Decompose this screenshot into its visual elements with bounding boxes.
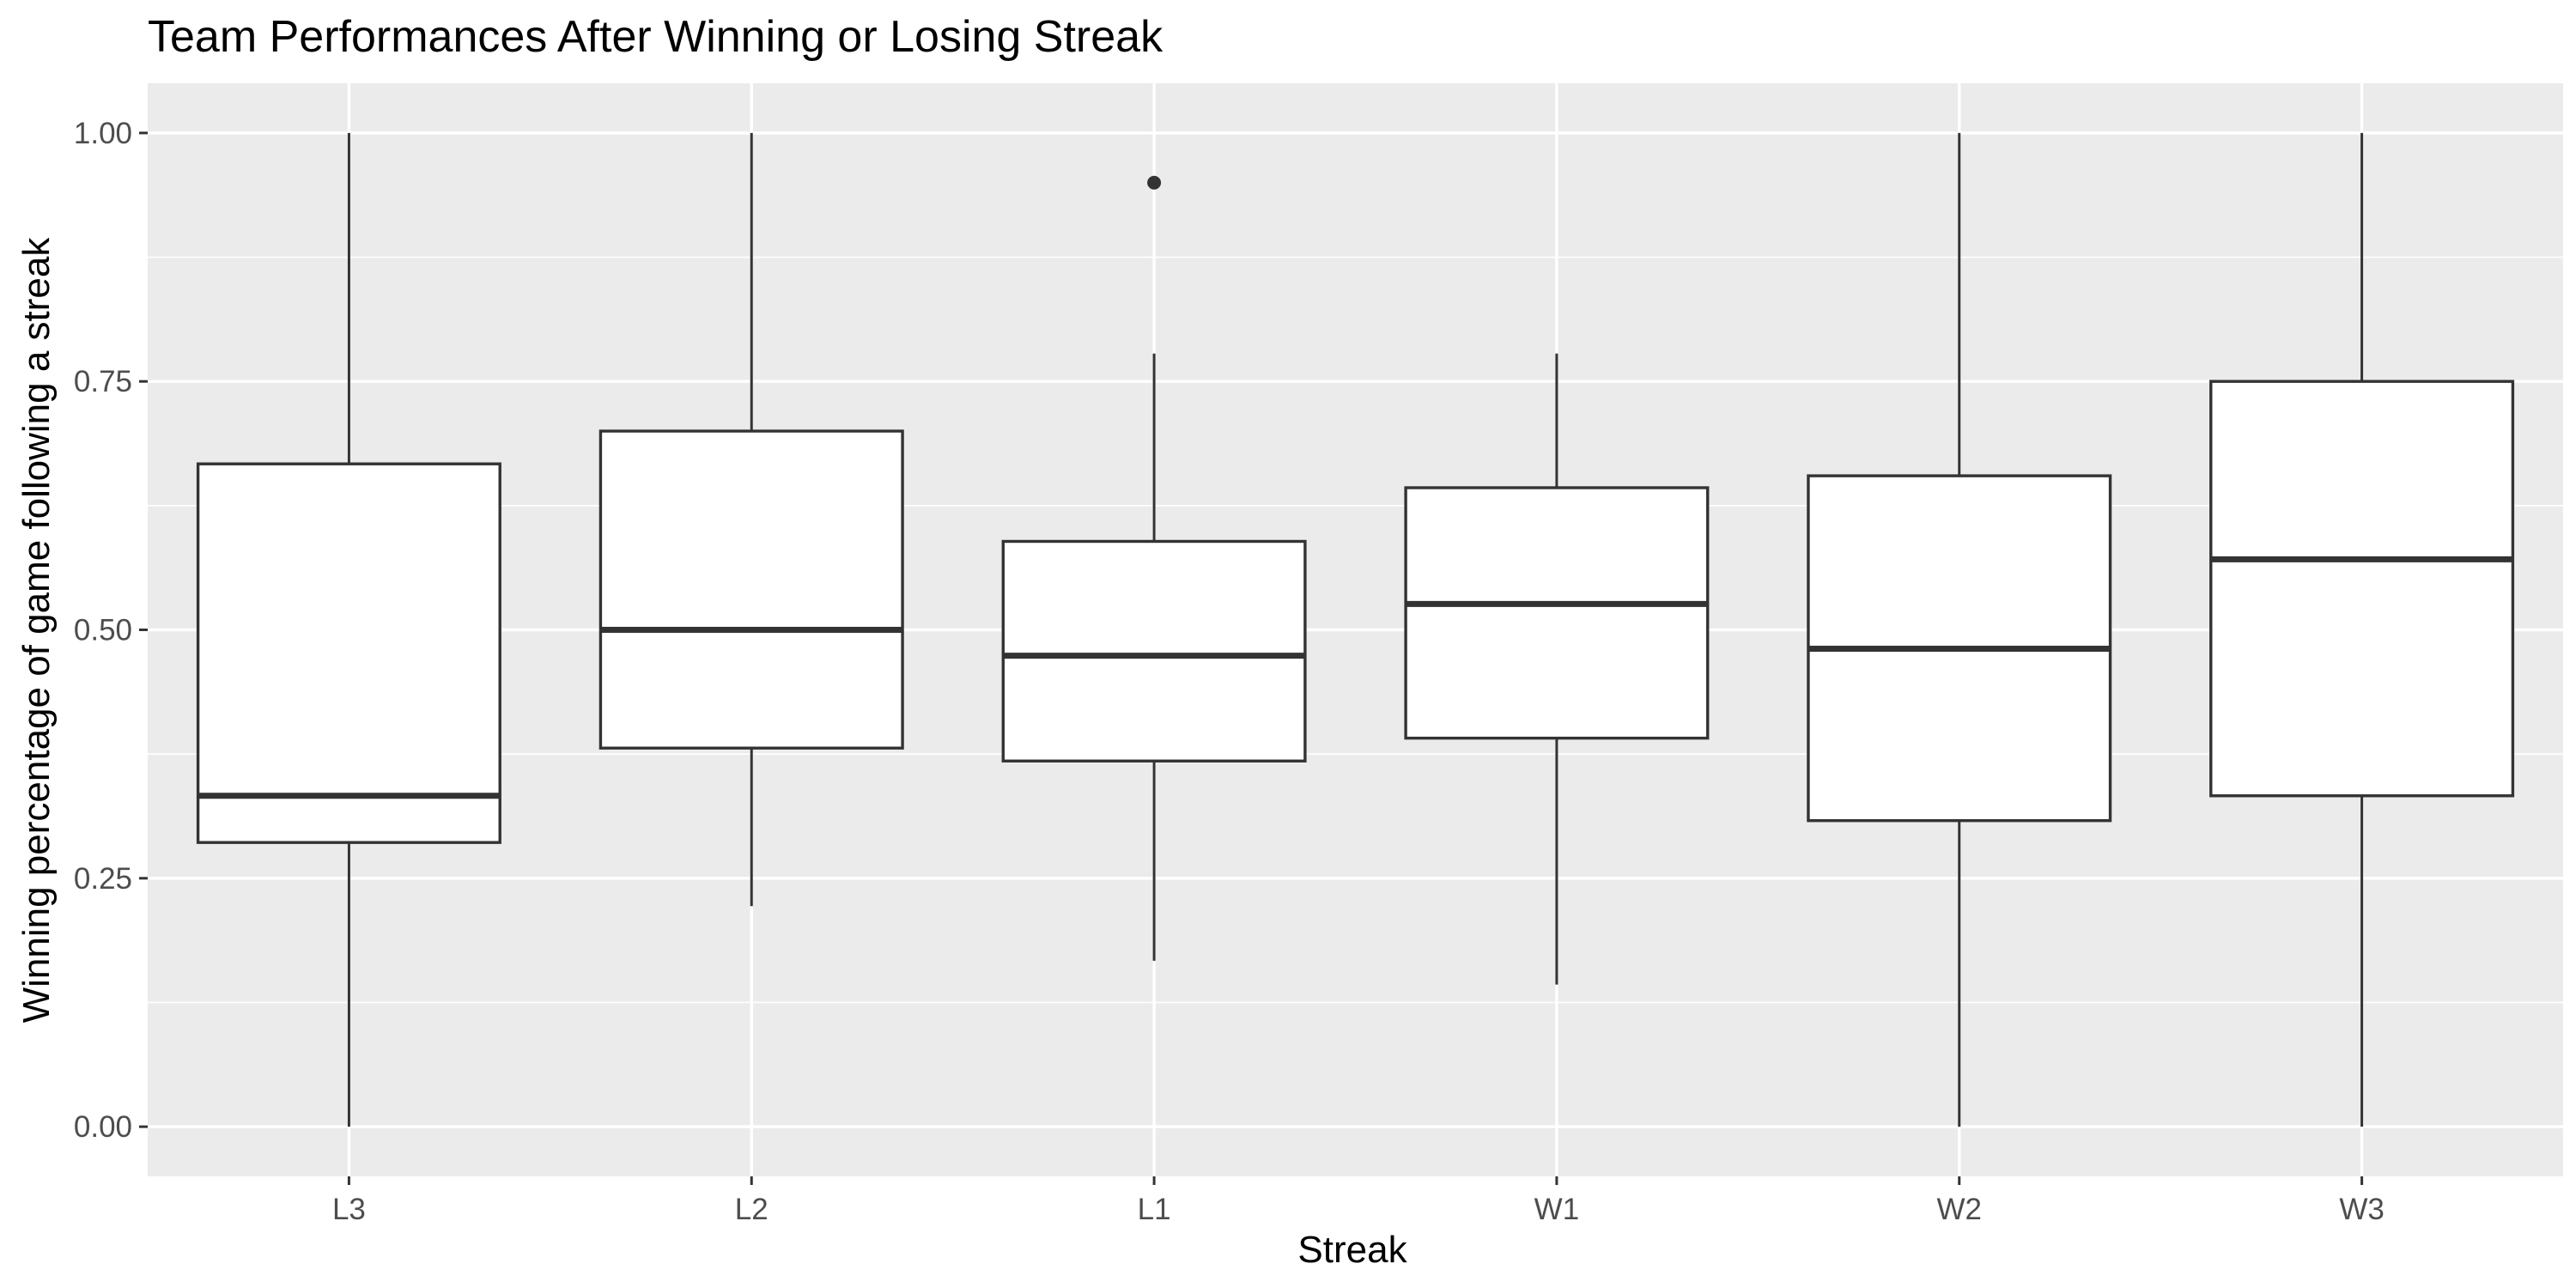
y-tick-label: 0.25 [74, 862, 132, 896]
box-l1 [1001, 175, 1307, 961]
x-tick-label: L3 [332, 1193, 366, 1226]
x-tick-label: W3 [2339, 1193, 2385, 1226]
box-l2 [598, 132, 904, 907]
box-l3 [196, 132, 501, 1127]
x-axis-title: Streak [1297, 1229, 1407, 1271]
y-tick-label: 1.00 [74, 117, 132, 150]
box-w3 [2209, 132, 2515, 1127]
x-tick-label: L2 [735, 1193, 769, 1226]
box-iqr [1001, 539, 1307, 762]
x-axis: L3 L2 L1 W1 W2 W3 [332, 1176, 2385, 1226]
box-iqr [598, 429, 904, 750]
box-series [196, 132, 2515, 1127]
x-tick-label: W1 [1534, 1193, 1580, 1226]
y-axis-title: Winning percentage of game following a s… [15, 237, 58, 1024]
y-axis: 0.00 0.25 0.50 0.75 1.00 [74, 117, 148, 1144]
y-tick-label: 0.75 [74, 365, 132, 398]
box-iqr [2209, 380, 2515, 798]
box-w2 [1807, 132, 2112, 1127]
box-w1 [1404, 353, 1710, 985]
box-iqr [196, 462, 501, 844]
x-tick-label: W2 [1937, 1193, 1983, 1226]
outlier-point [1147, 175, 1162, 190]
y-tick-label: 0.50 [74, 614, 132, 647]
y-tick-label: 0.00 [74, 1110, 132, 1144]
chart-title: Team Performances After Winning or Losin… [148, 12, 1163, 62]
x-tick-label: L1 [1138, 1193, 1171, 1226]
box-iqr [1404, 486, 1710, 740]
